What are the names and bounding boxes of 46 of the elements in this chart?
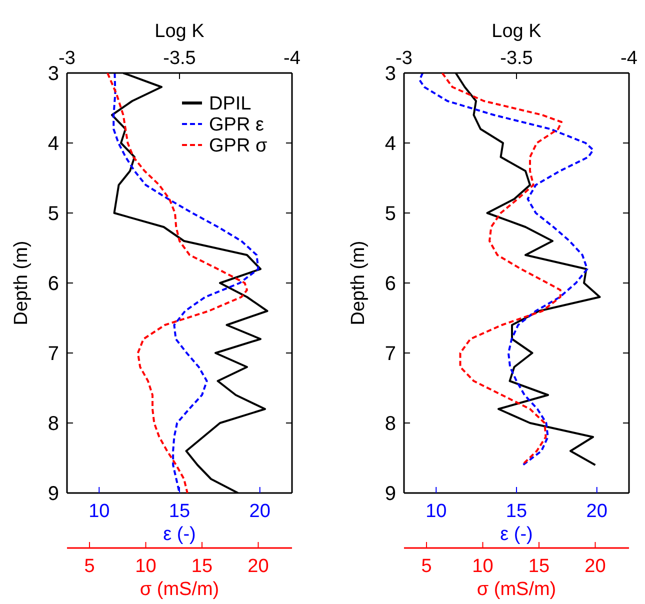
- x-tick-label: 20: [586, 501, 608, 522]
- y-axis-title: Depth (m): [11, 240, 32, 326]
- y-tick-label: 7: [384, 343, 396, 365]
- y-tick-label: 5: [384, 203, 396, 225]
- y-tick-label: 6: [48, 273, 59, 295]
- y-tick-label: 4: [48, 133, 59, 155]
- y-tick-label: 7: [48, 343, 59, 365]
- x-tick-label: 20: [584, 556, 606, 577]
- x2-tick-label: -3: [58, 48, 76, 69]
- legend-label: GPR ε: [209, 114, 264, 136]
- x-tick-label: 10: [88, 501, 110, 522]
- legend-label: GPR σ: [209, 136, 268, 157]
- x-tick-label: 10: [135, 556, 156, 577]
- x2-tick-label: -3: [396, 48, 412, 69]
- y-tick-label: 8: [48, 413, 59, 435]
- y-tick-label: 5: [48, 203, 59, 225]
- x2-tick-label: -3.5: [163, 48, 196, 69]
- x2-tick-label: -4: [620, 48, 638, 69]
- x-tick-label: 15: [191, 556, 213, 577]
- x-tick-label: 15: [528, 556, 550, 577]
- x-tick-label: 20: [249, 501, 270, 522]
- y-tick-label: 3: [384, 63, 396, 85]
- x-axis-title: ε (-): [500, 524, 533, 545]
- x2-tick-label: -3.5: [500, 48, 533, 69]
- x-tick-label: 5: [84, 556, 95, 577]
- y-tick-label: 6: [384, 273, 396, 295]
- x-tick-label: 15: [168, 501, 190, 522]
- x-tick-label: 10: [472, 556, 494, 577]
- x-axis-title: σ (mS/m): [476, 579, 556, 600]
- legend-label: DPIL: [209, 94, 252, 115]
- y-tick-label: 9: [384, 483, 396, 505]
- y-tick-label: 8: [384, 413, 396, 435]
- y-tick-label: 3: [48, 63, 59, 85]
- x-axis-title: σ (mS/m): [140, 579, 220, 600]
- y-tick-label: 9: [48, 483, 59, 505]
- line-series: [418, 73, 594, 466]
- x-tick-label: 10: [426, 501, 447, 522]
- y-tick-label: 4: [384, 133, 396, 155]
- x-tick-label: 20: [248, 556, 269, 577]
- y-axis-title: Depth (m): [348, 240, 369, 326]
- x2-tick-label: -4: [284, 48, 301, 69]
- x-tick-label: 5: [421, 556, 432, 577]
- x2-axis-title: Log K: [492, 21, 542, 42]
- x-axis-title: ε (-): [163, 524, 196, 545]
- x-tick-label: 15: [506, 501, 528, 522]
- x2-axis-title: Log K: [154, 21, 205, 42]
